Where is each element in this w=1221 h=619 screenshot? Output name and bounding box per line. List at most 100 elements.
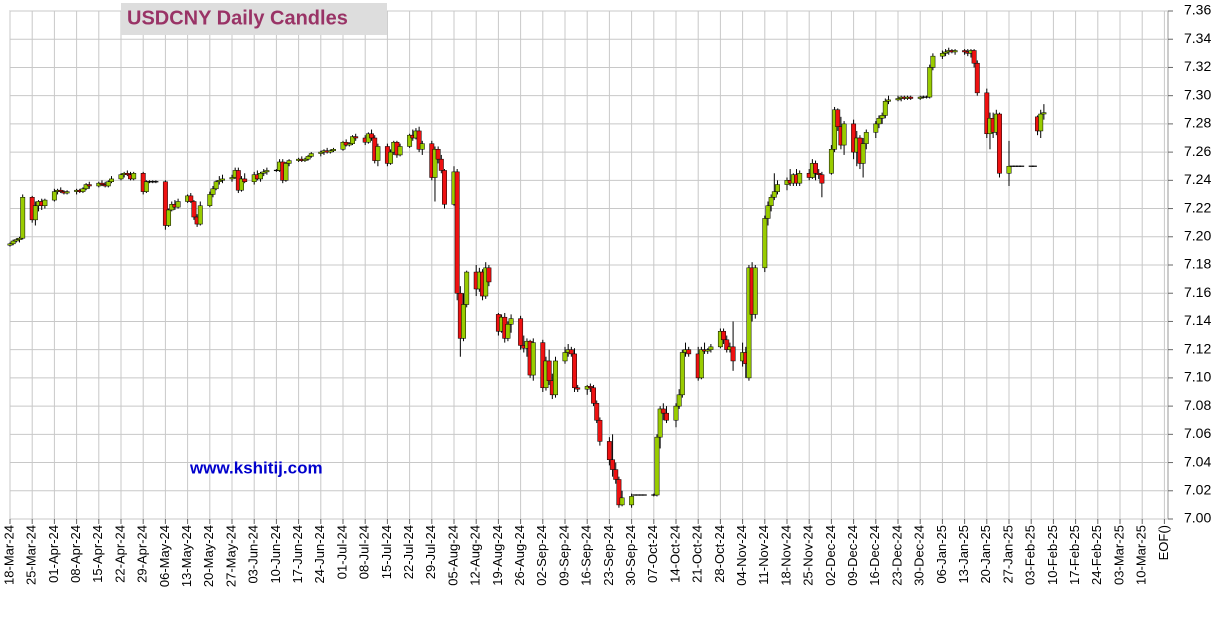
candle-body (619, 497, 625, 506)
candle-body (264, 170, 270, 173)
candle-body (762, 218, 768, 269)
candle-body (546, 360, 552, 381)
grid (9, 10, 1173, 524)
candle-body (943, 51, 949, 54)
x-tick-label: 09-Sep-24 (556, 525, 571, 586)
candle-body (930, 55, 936, 68)
x-tick-label: 16-Dec-24 (867, 525, 882, 586)
candle-body (86, 184, 92, 187)
candle-body (886, 99, 891, 102)
candle-body (917, 96, 923, 99)
title-box (121, 3, 387, 35)
candle-body (216, 180, 222, 182)
candle-body (676, 394, 682, 407)
candle-body (613, 469, 619, 480)
y-tick-label: 7.32 (1184, 58, 1211, 74)
x-tick-label: 25-Nov-24 (801, 525, 816, 586)
candle-body (353, 136, 359, 139)
candle-body (229, 177, 235, 180)
candle-body (416, 130, 422, 150)
candle-body (331, 149, 336, 151)
candle-body (508, 318, 514, 325)
candle-body (327, 150, 333, 153)
x-tick-label: 24-Jun-24 (312, 525, 327, 584)
candle-body (1038, 113, 1044, 132)
candle-body (109, 178, 114, 182)
x-tick-label: 27-May-24 (223, 525, 238, 587)
candle-body (730, 346, 736, 362)
candle-body (860, 143, 866, 164)
candle-body (435, 149, 441, 160)
x-tick-label: 19-Aug-24 (490, 525, 505, 586)
candle-body (908, 96, 914, 99)
candle-body (13, 239, 19, 242)
candle-body (657, 408, 663, 438)
x-tick-label: 18-Nov-24 (778, 525, 793, 586)
candle-body (616, 479, 622, 506)
x-tick-label: 29-Jul-24 (423, 525, 438, 579)
candle-body (207, 194, 213, 206)
candle-body (572, 353, 577, 389)
candle-body (32, 205, 38, 221)
x-tick-label: 08-Apr-24 (68, 525, 83, 583)
candle-body (407, 134, 413, 147)
candle-body (518, 318, 524, 346)
candle-body (242, 178, 248, 182)
candle-body (454, 171, 460, 294)
candle-body (705, 349, 711, 352)
x-tick-label: 17-Jun-24 (290, 525, 305, 584)
x-tick-label: 22-Apr-24 (112, 525, 127, 583)
y-tick-label: 7.22 (1184, 199, 1211, 215)
candle-body (302, 158, 308, 161)
candle-body (873, 123, 879, 133)
candle-body (721, 331, 727, 341)
x-tick-label: 24-Feb-25 (1089, 525, 1104, 585)
x-tick-label: 13-Jan-25 (956, 525, 971, 584)
candle-body (879, 115, 885, 119)
x-tick-label: 12-Aug-24 (468, 525, 483, 586)
candle-body (58, 189, 64, 192)
candle-body (318, 151, 324, 154)
candle-body (51, 191, 57, 201)
candle-body (7, 243, 13, 246)
x-tick-label: 17-Feb-25 (1067, 525, 1082, 585)
y-tick-label: 7.10 (1184, 369, 1211, 385)
candle-body (876, 117, 882, 125)
candle-body (42, 199, 48, 206)
candle-body (530, 342, 536, 376)
candle-body (486, 267, 492, 283)
candle-body (375, 146, 381, 161)
candle-body (610, 459, 616, 470)
candle-body (118, 174, 124, 180)
candle-body (305, 156, 311, 160)
y-tick-label: 7.18 (1184, 256, 1211, 272)
y-tick-label: 7.20 (1184, 227, 1211, 243)
x-tick-label: 13-May-24 (179, 525, 194, 587)
candle-body (166, 209, 172, 226)
y-tick-label: 7.04 (1184, 453, 1211, 469)
x-tick-label: 15-Apr-24 (90, 525, 105, 583)
candle-body (1006, 165, 1012, 174)
x-tick-label: 02-Sep-24 (534, 525, 549, 586)
y-tick-label: 7.30 (1184, 86, 1211, 102)
candle-body (188, 195, 194, 202)
candle-body (606, 441, 612, 460)
candle-body (350, 136, 355, 144)
candle-body (587, 386, 593, 389)
x-tick-label: 11-Nov-24 (756, 525, 771, 585)
candle-body (629, 496, 635, 506)
x-tick-label: 15-Jul-24 (379, 525, 394, 579)
x-tick-label: 04-Nov-24 (734, 525, 749, 586)
x-tick-label: 02-Dec-24 (823, 525, 838, 586)
x-tick-label: 03-Jun-24 (246, 525, 261, 584)
candle-body (819, 174, 825, 184)
candle-body (258, 173, 263, 180)
candle-body (594, 403, 600, 421)
candle-body (841, 123, 847, 146)
x-tick-label: 26-Aug-24 (512, 525, 527, 586)
candle-body (724, 339, 730, 350)
candle-body (971, 50, 977, 64)
candle-body (10, 240, 16, 245)
candle-body (191, 201, 197, 218)
x-tick-label: 30-Dec-24 (912, 525, 927, 586)
